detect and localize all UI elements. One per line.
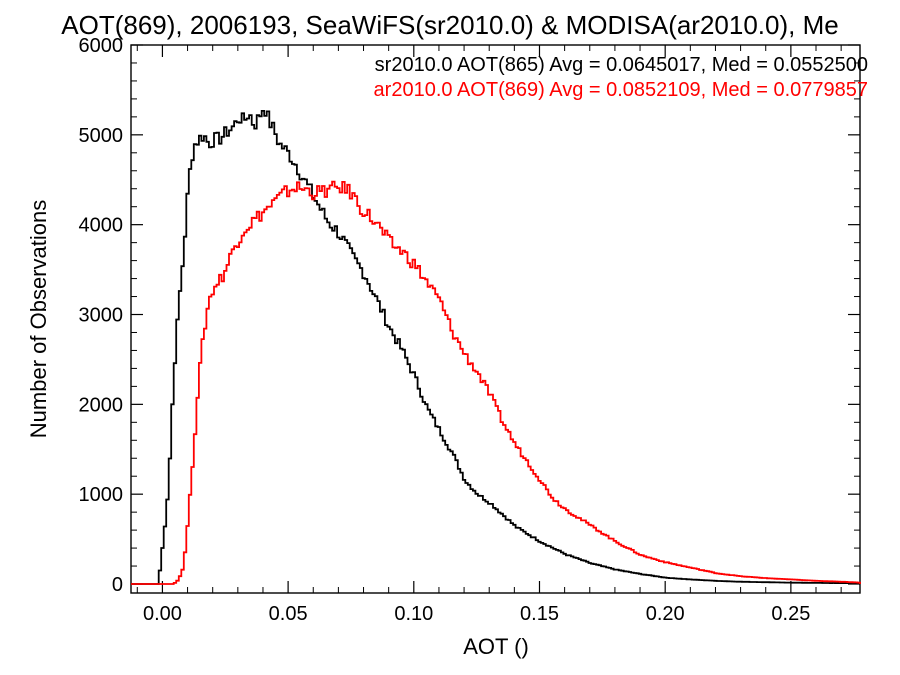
- x-axis-tick-labels: 0.00 0.05 0.10 0.15 0.20 0.25: [143, 603, 810, 625]
- series-group: [131, 110, 861, 585]
- y-tick-label: 6000: [79, 35, 124, 57]
- x-tick-label: 0.05: [269, 603, 308, 625]
- chart-title: AOT(869), 2006193, SeaWiFS(sr2010.0) & M…: [61, 10, 838, 40]
- y-axis-ticks: [131, 44, 860, 585]
- y-tick-label: 4000: [79, 215, 124, 237]
- y-tick-label: 1000: [79, 484, 124, 506]
- plot-frame: [130, 44, 861, 594]
- x-axis-title: AOT (): [463, 634, 529, 659]
- legend-entry-sr2010: sr2010.0 AOT(865) Avg = 0.0645017, Med =…: [375, 54, 868, 76]
- series-line-0: [131, 110, 861, 585]
- y-tick-label: 3000: [79, 305, 124, 327]
- plot-area: [130, 44, 861, 594]
- x-tick-label: 0.15: [520, 603, 559, 625]
- x-tick-label: 0.20: [646, 603, 685, 625]
- legend-entry-ar2010: ar2010.0 AOT(869) Avg = 0.0852109, Med =…: [374, 79, 868, 101]
- y-tick-label: 2000: [79, 394, 124, 416]
- y-tick-label: 5000: [79, 125, 124, 147]
- x-tick-label: 0.00: [143, 603, 182, 625]
- y-tick-label: 0: [112, 574, 123, 596]
- series-line-1: [131, 180, 861, 585]
- y-axis-title: Number of Observations: [26, 200, 51, 438]
- x-tick-label: 0.10: [394, 603, 433, 625]
- y-axis-tick-labels: 0 1000 2000 3000 4000 5000 6000: [79, 35, 124, 596]
- x-tick-label: 0.25: [771, 603, 810, 625]
- x-axis-ticks: [136, 45, 842, 593]
- legend: sr2010.0 AOT(865) Avg = 0.0645017, Med =…: [374, 54, 868, 101]
